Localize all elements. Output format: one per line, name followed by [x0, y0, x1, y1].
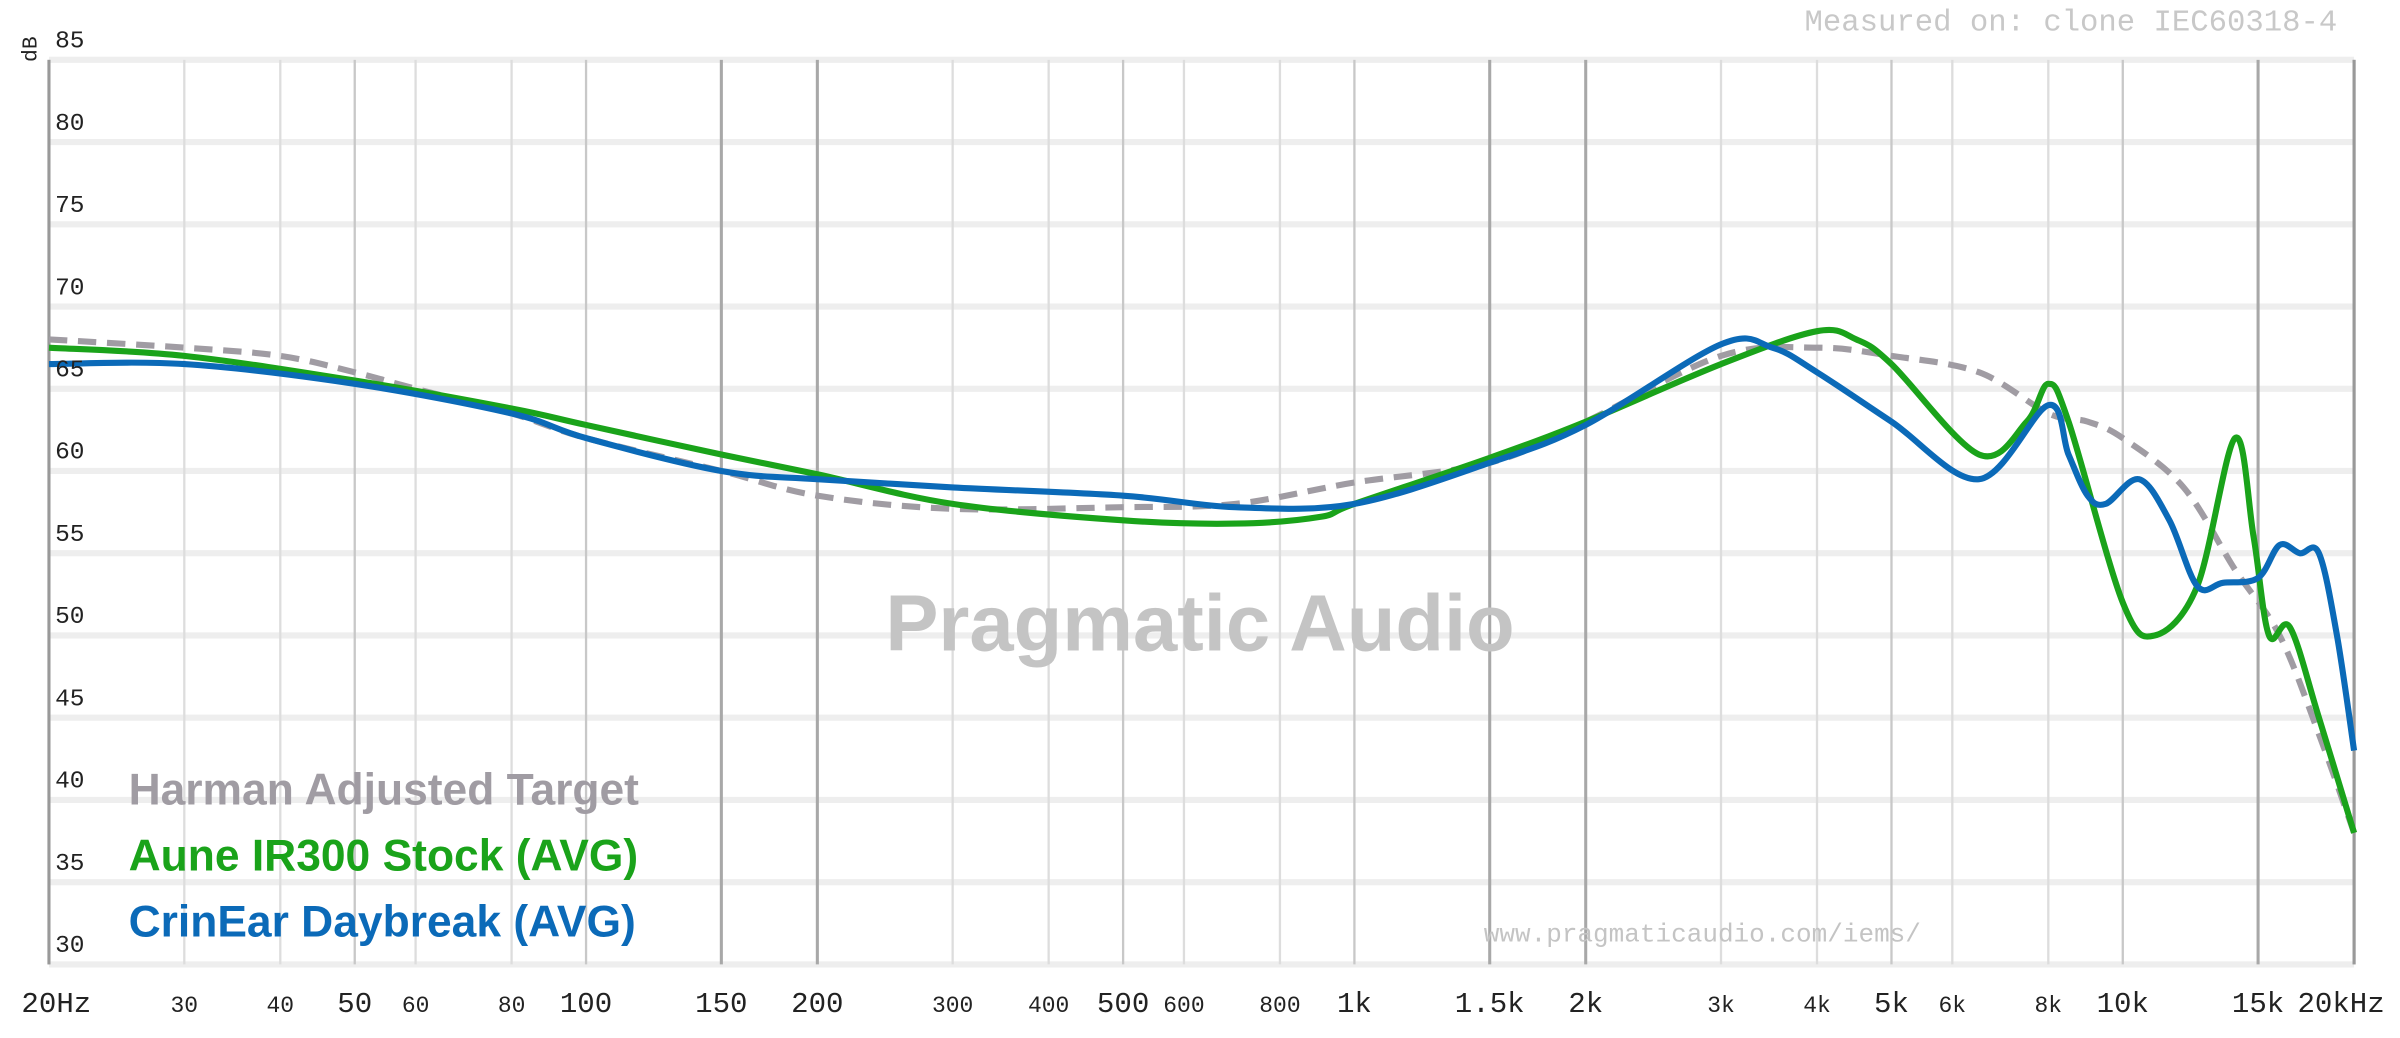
labels: 30 35 40 45 50 55 60 65 70 75 80 85 20Hz 30 40 50 60 80 10… [21, 29, 2384, 1021]
y-tick-label: 55 [55, 522, 84, 549]
x-tick-label: 1k [1337, 988, 1372, 1021]
y-tick-label: 60 [55, 440, 84, 467]
y-tick-label: 85 [55, 29, 84, 56]
legend-entry: Aune IR300 Stock (AVG) [129, 832, 639, 881]
y-tick-label: 75 [55, 193, 84, 220]
x-tick-label: 600 [1163, 993, 1204, 1019]
x-tick-label: 300 [932, 993, 973, 1019]
x-tick-label: 10k [2097, 988, 2149, 1021]
plot [48, 326, 2358, 834]
x-tick-label: 500 [1097, 988, 1149, 1021]
series-line [48, 336, 2357, 834]
series-line [48, 335, 2358, 752]
y-tick-label: 80 [55, 111, 84, 138]
legend-entry: CrinEar Daybreak (AVG) [129, 897, 636, 946]
x-tick-label: 8k [2035, 993, 2063, 1019]
x-tick-label: 5k [1874, 988, 1909, 1021]
x-tick-label: 40 [267, 993, 295, 1019]
x-tick-label: 80 [498, 993, 526, 1019]
x-tick-label: 3k [1707, 993, 1735, 1019]
y-tick-label: 65 [55, 358, 84, 385]
x-tick-label: 50 [337, 988, 372, 1021]
x-tick-label: 400 [1028, 993, 1069, 1019]
url: www.pragmaticaudio.com/iems/ [1484, 919, 1921, 949]
watermark: Pragmatic Audio [885, 579, 1514, 668]
x-tick-label: 6k [1939, 993, 1967, 1019]
measured-note: Measured on: clone IEC60318-4 [1805, 7, 2338, 41]
series-line [48, 326, 2358, 834]
y-tick-label: 40 [55, 769, 84, 796]
y-tick-label: 50 [55, 604, 84, 631]
x-tick-label: 100 [560, 988, 612, 1021]
legend-entry: Harman Adjusted Target [129, 766, 640, 815]
y-tick-label: 30 [55, 933, 84, 960]
x-tick-label: 200 [791, 988, 843, 1021]
x-tick-label: 15k [2232, 988, 2284, 1021]
grid [47, 56, 2356, 968]
x-tick-label: 1.5k [1455, 988, 1525, 1021]
y-tick-label: 35 [55, 851, 84, 878]
x-tick-label: 20kHz [2297, 988, 2384, 1021]
y-tick-label: 45 [55, 686, 84, 713]
x-tick-label: 4k [1803, 993, 1831, 1019]
x-tick-label: 2k [1568, 988, 1603, 1021]
x-tick-label: 20Hz [21, 988, 91, 1021]
x-tick-label: 60 [402, 993, 430, 1019]
x-tick-label: 30 [171, 993, 199, 1019]
y-tick-label: 70 [55, 275, 84, 302]
y-axis-label: dB [20, 36, 44, 62]
x-tick-label: 800 [1259, 993, 1300, 1019]
x-tick-label: 150 [695, 988, 747, 1021]
